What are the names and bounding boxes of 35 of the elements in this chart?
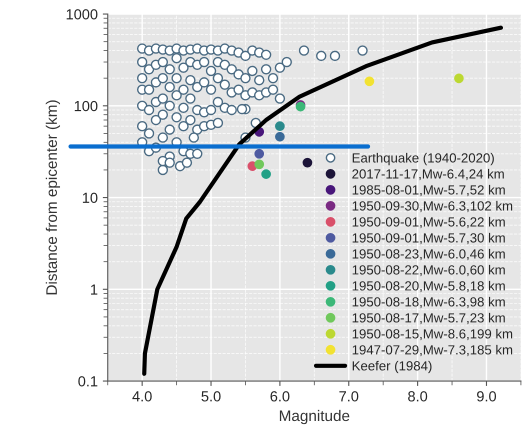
x-tick-label: 5.0 <box>201 391 221 402</box>
legend-label: 1950-09-01,Mw-5.6,22 km <box>352 216 505 228</box>
legend-label: Earthquake (1940-2020) <box>352 152 494 166</box>
y-tick-label: 1 <box>91 284 98 295</box>
legend-label: 2017-11-17,Mw-6.4,24 km <box>352 168 504 180</box>
legend-label: 1950-08-20,Mw-5.8,18 km <box>352 280 505 292</box>
point <box>275 132 285 142</box>
x-tick-label: 4.0 <box>132 391 152 402</box>
legend-label: 1985-08-01,Mw-5.7,52 km <box>352 184 505 196</box>
x-tick-label: 9.0 <box>477 391 496 402</box>
x-axis-title: Magnitude <box>280 410 350 424</box>
legend-label: 1950-08-22,Mw-6.0,60 km <box>352 264 505 276</box>
point <box>254 160 264 170</box>
point <box>261 169 271 179</box>
y-tick-label: 1000 <box>66 9 98 20</box>
y-tick-label: 100 <box>74 100 98 112</box>
legend-label: 1950-09-30,Mw-6.3,102 km <box>352 200 512 212</box>
y-axis-title: Distance from epicenter (km) <box>46 100 60 294</box>
x-tick-label: 6.0 <box>270 391 290 402</box>
point <box>302 158 312 168</box>
x-tick-label: 7.0 <box>339 391 358 402</box>
legend-label: 1950-08-18,Mw-6.3,98 km <box>352 296 505 308</box>
legend-label: 1950-08-15,Mw-8.6,199 km <box>352 328 512 340</box>
x-tick-label: 8.0 <box>408 391 428 402</box>
point <box>364 76 374 86</box>
y-tick-label: 10 <box>82 192 98 203</box>
point <box>254 148 264 159</box>
legend-label: 1950-08-23,Mw-6.0,46 km <box>352 248 505 260</box>
y-tick-label: 0.1 <box>78 376 98 386</box>
legend-label: Keefer (1984) <box>352 360 432 374</box>
legend-label: 1950-08-17,Mw-5.7,23 km <box>352 312 505 324</box>
point <box>454 74 464 84</box>
legend-label: 1947-07-29,Mw-7.3,185 km <box>352 344 512 356</box>
point <box>275 121 285 132</box>
legend-label: 1950-09-01,Mw-5.7,30 km <box>352 232 505 244</box>
